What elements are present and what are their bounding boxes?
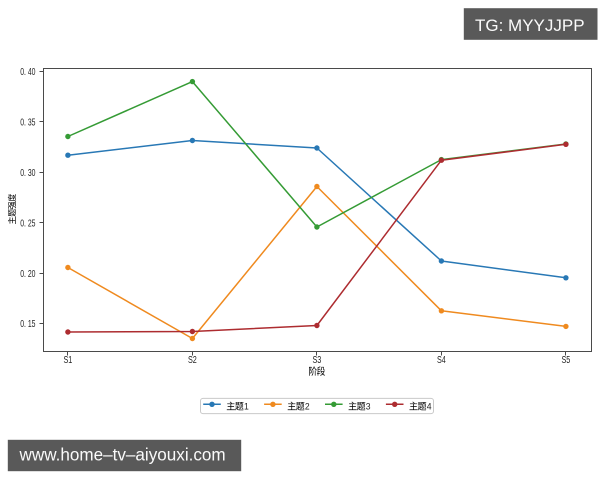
svg-text:1: 1 (244, 402, 249, 413)
svg-text:S5: S5 (562, 355, 571, 366)
svg-text:0. 35: 0. 35 (20, 118, 36, 129)
svg-text:0. 40: 0. 40 (20, 67, 36, 78)
svg-text:0. 30: 0. 30 (20, 168, 36, 179)
svg-text:2: 2 (305, 402, 310, 413)
svg-text:0. 25: 0. 25 (20, 218, 36, 229)
svg-text:S4: S4 (437, 355, 446, 366)
svg-text:S2: S2 (188, 355, 197, 366)
svg-text:TG: MYYJJPP: TG: MYYJJPP (475, 16, 585, 35)
svg-text:3: 3 (366, 402, 371, 413)
svg-text:4: 4 (427, 402, 432, 413)
svg-text:0. 15: 0. 15 (20, 319, 36, 330)
svg-text:0. 20: 0. 20 (20, 269, 36, 280)
svg-text:S3: S3 (313, 355, 322, 366)
svg-text:S1: S1 (64, 355, 73, 366)
svg-text:www.home–tv–aiyouxi.com: www.home–tv–aiyouxi.com (19, 445, 226, 464)
